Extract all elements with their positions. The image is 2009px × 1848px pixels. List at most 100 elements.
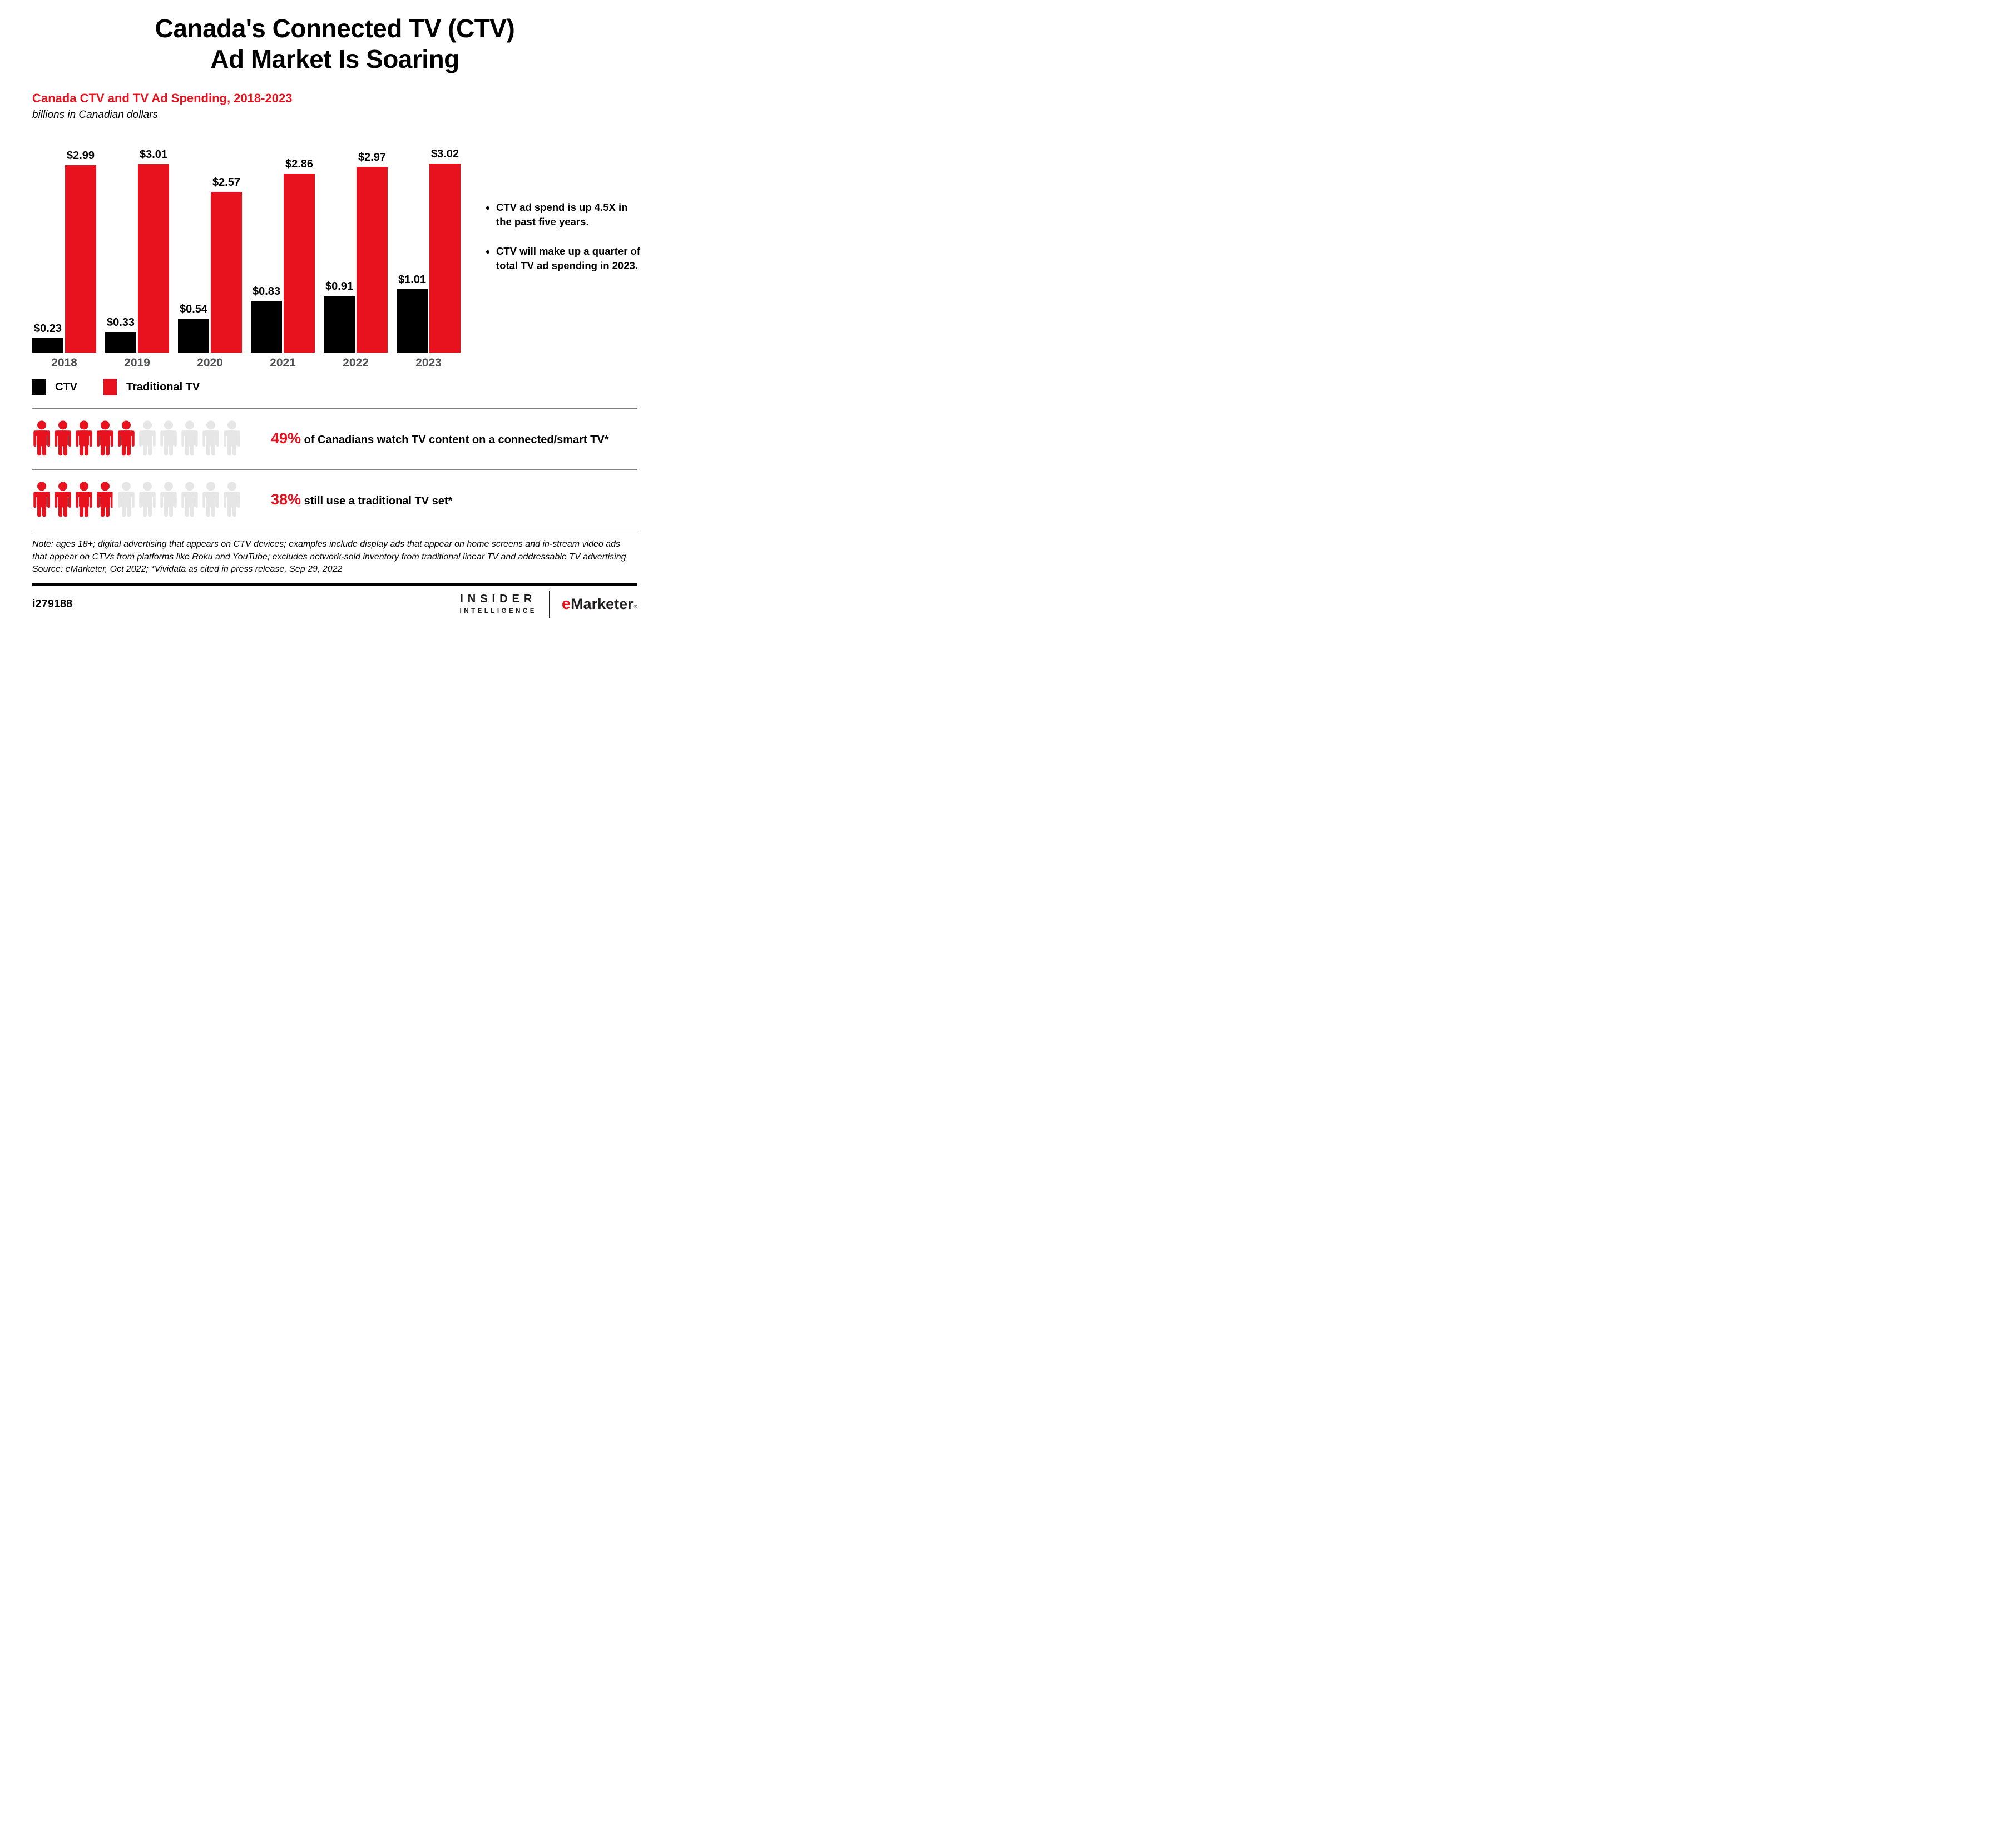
bar-ctv-2018 (32, 338, 63, 353)
bar-traditional-tv-2020 (211, 192, 242, 353)
bar-col-ctv-2022: $0.91 (324, 280, 355, 353)
legend-label: Traditional TV (126, 380, 200, 393)
person-pictograph (32, 420, 241, 456)
bar-traditional-tv-2018 (65, 165, 96, 353)
stat-percentage: 49% (271, 429, 301, 447)
stat-section: 49% of Canadians watch TV content on a c… (32, 408, 637, 532)
page-title-line1: Canada's Connected TV (CTV) (155, 14, 515, 43)
bar-value-label: $0.91 (325, 280, 354, 293)
person-icon (139, 482, 156, 517)
bar-traditional-tv-2021 (284, 174, 315, 353)
x-axis-label-2020: 2020 (197, 356, 223, 370)
footnote: Note: ages 18+; digital advertising that… (32, 538, 637, 576)
footer: i279188 INSIDER INTELLIGENCE eMarketer® (32, 591, 637, 618)
bar-group-2022: $0.91 $2.97 (324, 151, 388, 353)
person-icon (160, 420, 177, 456)
person-icon (55, 482, 71, 517)
person-row-filled (32, 420, 136, 456)
person-pictograph (32, 482, 241, 517)
bar-value-label: $2.57 (212, 176, 241, 189)
x-axis-label-2022: 2022 (343, 356, 369, 370)
bar-ctv-2022 (324, 296, 355, 353)
legend-label: CTV (55, 380, 77, 393)
person-icon (97, 420, 113, 456)
person-icon (160, 482, 177, 517)
insider-logo-line2: INTELLIGENCE (459, 608, 537, 615)
bar-traditional-tv-2022 (357, 167, 388, 353)
bar-value-label: $2.99 (66, 150, 95, 162)
page-title-line2: Ad Market Is Soaring (210, 44, 459, 74)
person-icon (76, 420, 92, 456)
person-icon (76, 482, 92, 517)
stat-text: 49% of Canadians watch TV content on a c… (271, 430, 608, 447)
bar-chart-plot-area: $0.23 $2.99 $0.33 $3.01 $0.54 $2.57 $0.83 $2.86… (32, 147, 637, 353)
bar-col-ctv-2018: $0.23 (32, 323, 63, 353)
stat-row-49%: 49% of Canadians watch TV content on a c… (32, 420, 637, 457)
infographic-page: Canada's Connected TV (CTV) Ad Market Is… (0, 0, 670, 618)
bar-value-label: $3.02 (430, 148, 459, 161)
section-divider (32, 408, 637, 409)
bar-col-ctv-2023: $1.01 (397, 274, 428, 353)
x-axis-label-2019: 2019 (124, 356, 150, 370)
emarketer-logo-e: e (561, 595, 571, 613)
chart-heading: Canada CTV and TV Ad Spending, 2018-2023 (32, 91, 293, 106)
emarketer-logo-text: Marketer (571, 596, 634, 613)
bar-col-ctv-2020: $0.54 (178, 303, 209, 353)
brand-logos: INSIDER INTELLIGENCE eMarketer® (460, 591, 637, 618)
emarketer-logo: eMarketer® (562, 595, 637, 613)
person-icon (202, 420, 219, 456)
x-axis-label-2023: 2023 (415, 356, 442, 370)
stat-description: of Canadians watch TV content on a conne… (301, 433, 609, 446)
bar-value-label: $2.86 (285, 158, 314, 171)
person-icon (97, 482, 113, 517)
legend-swatch-icon (103, 379, 117, 396)
stat-description: still use a traditional TV set* (301, 494, 453, 507)
key-takeaways: CTV ad spend is up 4.5X in the past five… (483, 200, 641, 288)
person-icon (139, 420, 156, 456)
bar-ctv-2023 (397, 289, 428, 353)
person-icon (118, 420, 135, 456)
chart-subheading: billions in Canadian dollars (32, 109, 159, 121)
stat-text: 38% still use a traditional TV set* (271, 491, 452, 508)
bar-group-2018: $0.23 $2.99 (32, 150, 96, 353)
bar-group-2020: $0.54 $2.57 (178, 176, 242, 353)
person-icon (224, 482, 240, 517)
bar-ctv-2019 (105, 332, 136, 353)
key-takeaways-list: CTV ad spend is up 4.5X in the past five… (483, 200, 641, 273)
person-icon (33, 482, 50, 517)
page-title: Canada's Connected TV (CTV) Ad Market Is… (32, 13, 637, 75)
person-icon (181, 482, 198, 517)
bar-value-label: $2.97 (358, 151, 387, 164)
bar-traditional-tv-2023 (429, 164, 461, 353)
section-divider (32, 469, 637, 470)
footer-rule (32, 582, 637, 586)
person-icon (224, 420, 240, 456)
bar-value-label: $0.33 (106, 316, 135, 329)
bar-traditional-tv-2019 (138, 164, 169, 353)
bar-value-label: $0.54 (179, 303, 208, 316)
bar-group-2019: $0.33 $3.01 (105, 148, 169, 353)
footnote-note: Note: ages 18+; digital advertising that… (32, 539, 626, 562)
legend-item-traditional-tv: Traditional TV (103, 379, 200, 396)
key-takeaway-item: CTV ad spend is up 4.5X in the past five… (496, 200, 641, 229)
chart-id: i279188 (32, 598, 73, 611)
legend-item-ctv: CTV (32, 379, 77, 396)
bar-ctv-2020 (178, 319, 209, 353)
key-takeaway-item: CTV will make up a quarter of total TV a… (496, 244, 641, 273)
bar-value-label: $3.01 (139, 148, 168, 161)
stat-percentage: 38% (271, 491, 301, 508)
insider-intelligence-logo: INSIDER INTELLIGENCE (460, 593, 537, 615)
bar-col-ctv-2021: $0.83 (251, 285, 282, 353)
person-icon (181, 420, 198, 456)
insider-logo-line1: INSIDER (460, 593, 537, 606)
bar-col-traditional-tv-2021: $2.86 (284, 158, 315, 353)
bar-value-label: $0.23 (33, 323, 62, 335)
bar-col-traditional-tv-2020: $2.57 (211, 176, 242, 353)
legend-swatch-icon (32, 379, 46, 396)
x-axis-label-2018: 2018 (51, 356, 77, 370)
person-row-filled (32, 482, 113, 517)
bar-chart-x-axis: 2018 2019 2020 2021 2022 2023 (32, 356, 637, 370)
bar-group-2021: $0.83 $2.86 (251, 158, 315, 353)
person-icon (202, 482, 219, 517)
registered-mark: ® (633, 604, 637, 611)
